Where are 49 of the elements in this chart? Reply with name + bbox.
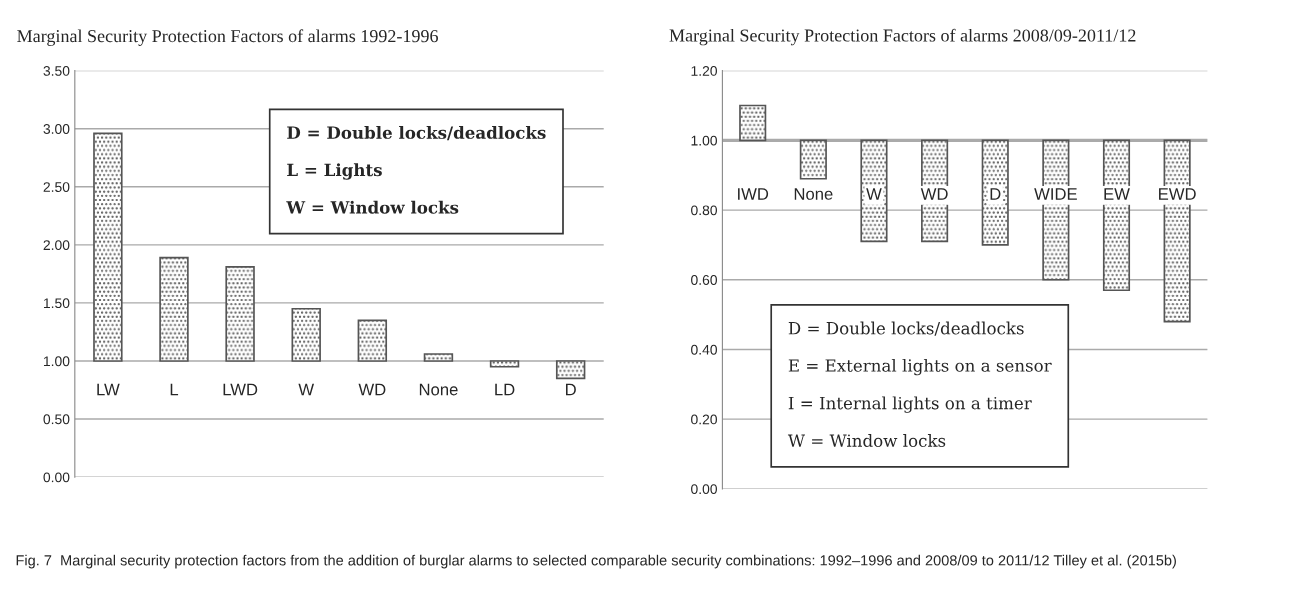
x-tick-label: L <box>170 383 179 396</box>
bar <box>489 360 520 368</box>
y-tick-label: 0.60 <box>691 275 717 285</box>
y-tick-label: 0.00 <box>43 472 70 483</box>
y-tick-label: 1.20 <box>691 66 717 76</box>
chart-title: Marginal Security Protection Factors of alarms 1992-1996 <box>17 29 438 46</box>
annotation: D = Double locks/deadlocks <box>287 125 546 141</box>
caption: Fig. 7 Marginal security protection factors from the addition of burglar alarms to selected comparable security combinations: 1992–1996 and 2008/09 to 2011/12 Tilley et al. (2015b) <box>16 554 1176 569</box>
bar <box>555 360 586 380</box>
x-tick-label: WD <box>358 383 386 396</box>
y-tick-label: 2.50 <box>43 182 70 192</box>
x-tick-label: LWD <box>223 383 258 396</box>
x-tick-label: W <box>298 383 315 396</box>
y-tick-label: 2.00 <box>43 240 70 251</box>
annotation: I = Internal lights on a timer <box>788 396 1032 413</box>
x-tick-label: D <box>566 383 576 396</box>
x-tick-label: None <box>794 188 833 200</box>
x-tick-label: WD <box>920 188 948 200</box>
bar <box>159 256 189 362</box>
x-tick-label: EW <box>1104 188 1130 200</box>
chart-title: Marginal Security Protection Factors of alarms 2008/09-2011/12 <box>669 28 1136 46</box>
x-tick-label: None <box>419 383 458 396</box>
y-tick-label: 3.00 <box>43 124 70 134</box>
y-tick-label: 1.50 <box>43 298 70 309</box>
y-tick-label: 0.40 <box>691 344 717 355</box>
annotation: L = Lights <box>287 163 382 180</box>
x-tick-label: WIDE <box>1034 188 1077 200</box>
annotation: D = Double locks/deadlocks <box>788 321 1024 336</box>
annotation: W = Window locks <box>787 434 946 447</box>
x-tick-label: LD <box>495 383 515 396</box>
y-tick-label: 1.00 <box>691 135 717 146</box>
y-tick-label: 1.00 <box>43 356 70 367</box>
bar <box>357 319 388 362</box>
bar <box>225 266 255 362</box>
bar <box>93 132 123 362</box>
bar <box>423 353 454 362</box>
y-tick-label: 0.00 <box>691 484 717 495</box>
annotation: W = Window locks <box>286 200 459 214</box>
x-tick-label: EWD <box>1159 188 1196 200</box>
x-tick-label: D <box>990 188 1001 200</box>
x-tick-label: LW <box>97 383 120 396</box>
y-tick-label: 0.20 <box>691 414 717 425</box>
annotation: E = External lights on a sensor <box>788 358 1052 376</box>
y-tick-label: 0.50 <box>43 414 70 425</box>
x-tick-label: W <box>866 188 882 200</box>
bar <box>291 307 321 362</box>
y-tick-label: 0.80 <box>691 205 717 216</box>
x-tick-label: IWD <box>738 188 769 200</box>
y-tick-label: 3.50 <box>43 66 70 76</box>
